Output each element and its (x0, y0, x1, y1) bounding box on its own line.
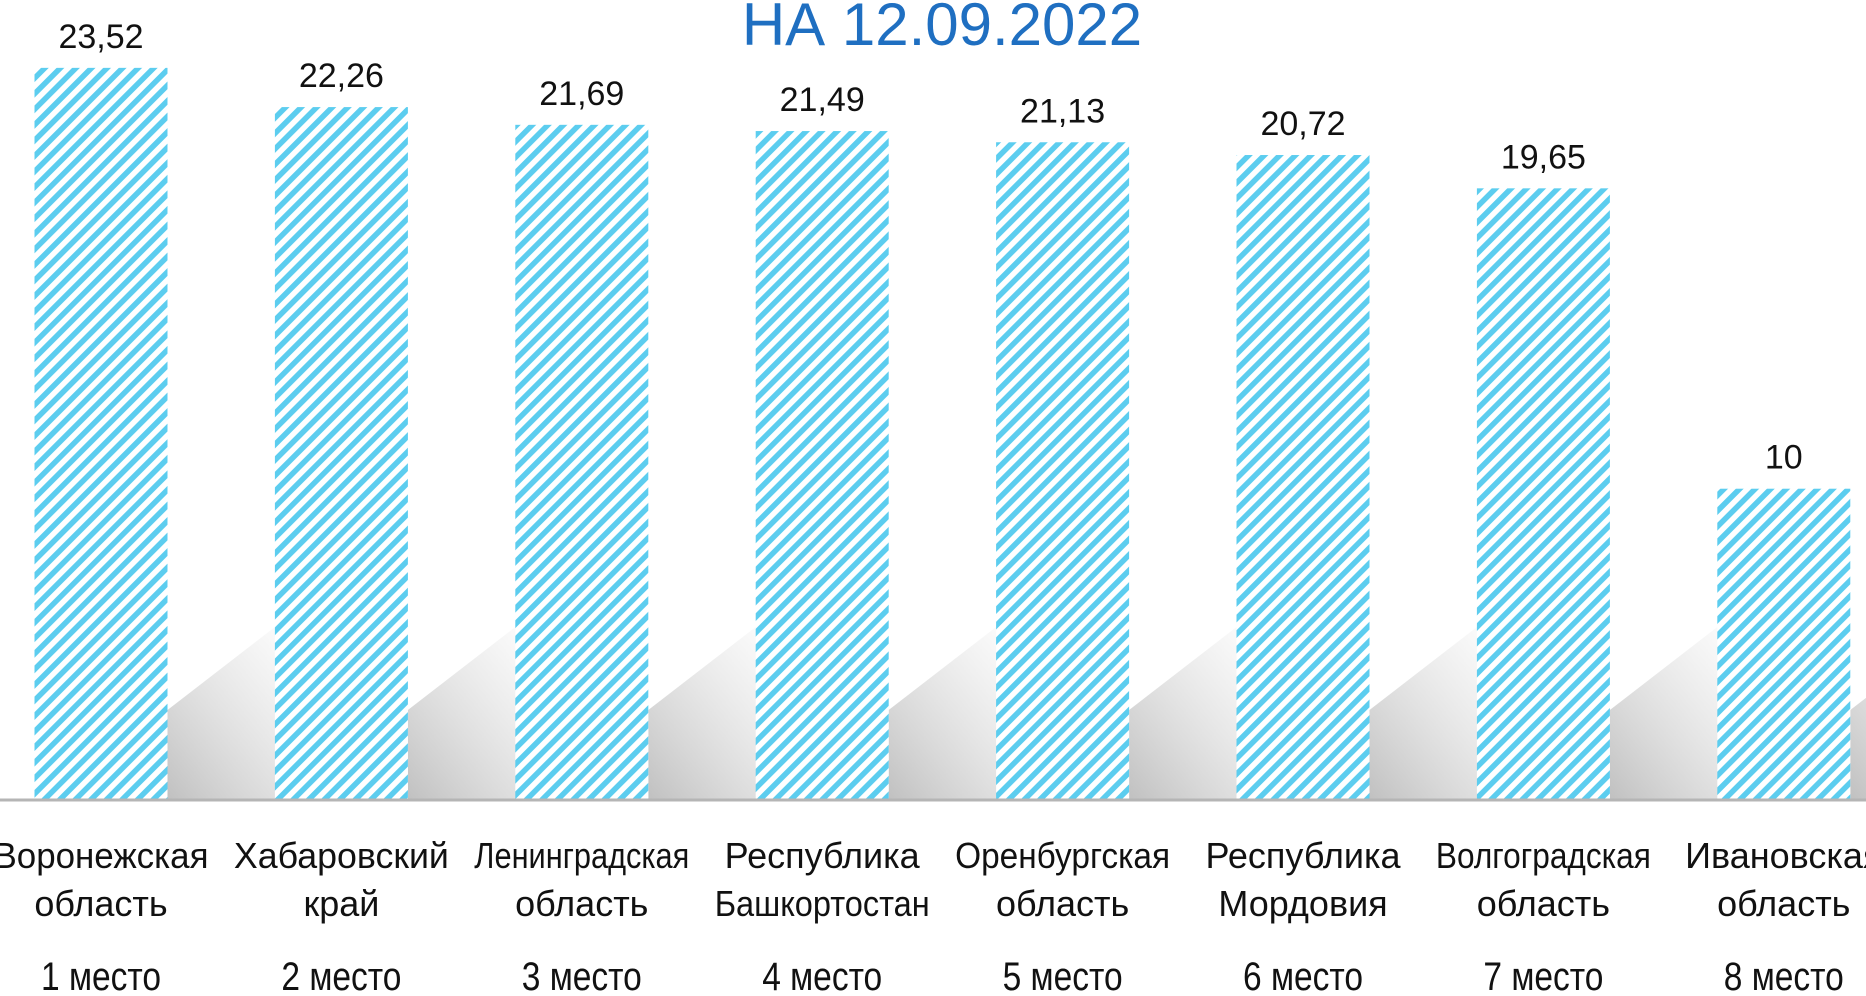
bar-shadow (648, 625, 789, 800)
rank-label: 7 место (1483, 955, 1603, 996)
x-tick-label: область (1477, 883, 1610, 924)
chart-title: НА 12.09.2022 (742, 0, 1142, 58)
bar-shadow (1609, 625, 1750, 800)
bar (34, 67, 168, 800)
x-tick-label: Волгоградская (1436, 835, 1651, 876)
bar (996, 142, 1130, 800)
bar (515, 124, 649, 801)
shadows (167, 625, 1866, 800)
rank-label: 8 место (1724, 955, 1844, 996)
bar (274, 107, 408, 800)
bar-shadow (1850, 697, 1866, 800)
x-tick-label: край (303, 883, 379, 924)
x-tick-label: Ивановская (1685, 835, 1866, 876)
bar-shadow (888, 625, 1029, 800)
value-label: 22,26 (299, 57, 384, 95)
rank-label: 6 место (1243, 955, 1363, 996)
value-label: 23,52 (58, 18, 143, 56)
bar (1717, 488, 1851, 800)
x-tick-label: Воронежская (0, 835, 209, 876)
bar (755, 131, 889, 800)
value-label: 10 (1765, 439, 1803, 477)
x-tick-label: Ленинградская (474, 835, 689, 876)
rank-label: 2 место (281, 955, 401, 996)
rank-label: 5 место (1003, 955, 1123, 996)
x-tick-label: область (1717, 883, 1850, 924)
x-tick-label: область (996, 883, 1129, 924)
rank-label: 1 место (41, 955, 161, 996)
bar-shadow (407, 625, 548, 800)
value-label: 21,69 (539, 75, 624, 113)
x-tick-label: Республика (1205, 835, 1401, 876)
bar (1236, 155, 1370, 800)
x-tick-label: Оренбургская (955, 835, 1170, 876)
rank-label: 4 место (762, 955, 882, 996)
bar-shadow (167, 625, 308, 800)
value-label: 21,49 (780, 81, 865, 119)
bar-shadow (1129, 625, 1270, 800)
bar-shadow (1369, 625, 1510, 800)
bar (1476, 188, 1610, 800)
value-label: 19,65 (1501, 138, 1586, 176)
x-tick-label: Республика (725, 835, 921, 876)
x-tick-label: Башкортостан (715, 883, 930, 924)
value-label: 21,13 (1020, 92, 1105, 130)
x-tick-label: Мордовия (1218, 883, 1387, 924)
x-tick-label: область (515, 883, 648, 924)
value-label: 20,72 (1260, 105, 1345, 143)
x-tick-label: область (34, 883, 167, 924)
rank-label: 3 место (522, 955, 642, 996)
x-tick-label: Хабаровский (234, 835, 449, 876)
